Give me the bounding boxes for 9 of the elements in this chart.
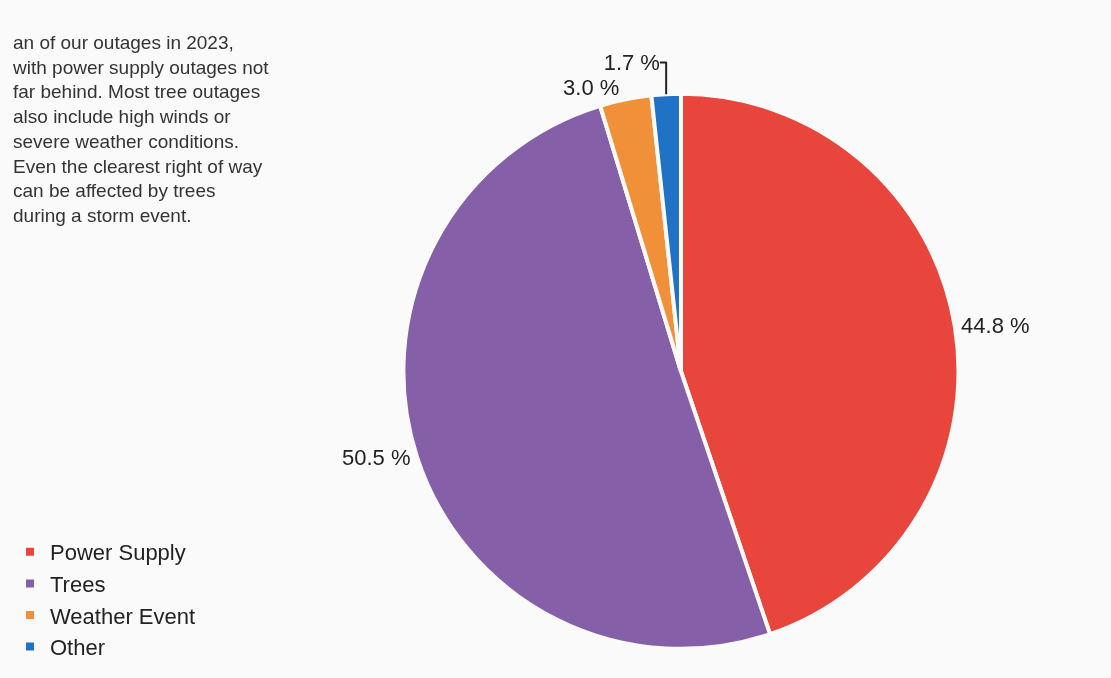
text: an of our outages in 2023, with power supply outages not far behind. Most tree outages also include high winds or severe weather conditions. Even the clearest right of way can be affected by trees during a storm event. [12, 32, 270, 226]
data-label: 1.7 % [603, 49, 660, 75]
legend-label: Weather Event [50, 603, 196, 629]
legend-label: Power Supply [50, 540, 186, 566]
data-label: 3.0 % [563, 74, 620, 100]
data-label: 50.5 % [342, 444, 411, 470]
data-label: 44.8 % [961, 313, 1030, 339]
legend-label: Trees [50, 571, 106, 597]
legend-label: Other [50, 635, 106, 661]
